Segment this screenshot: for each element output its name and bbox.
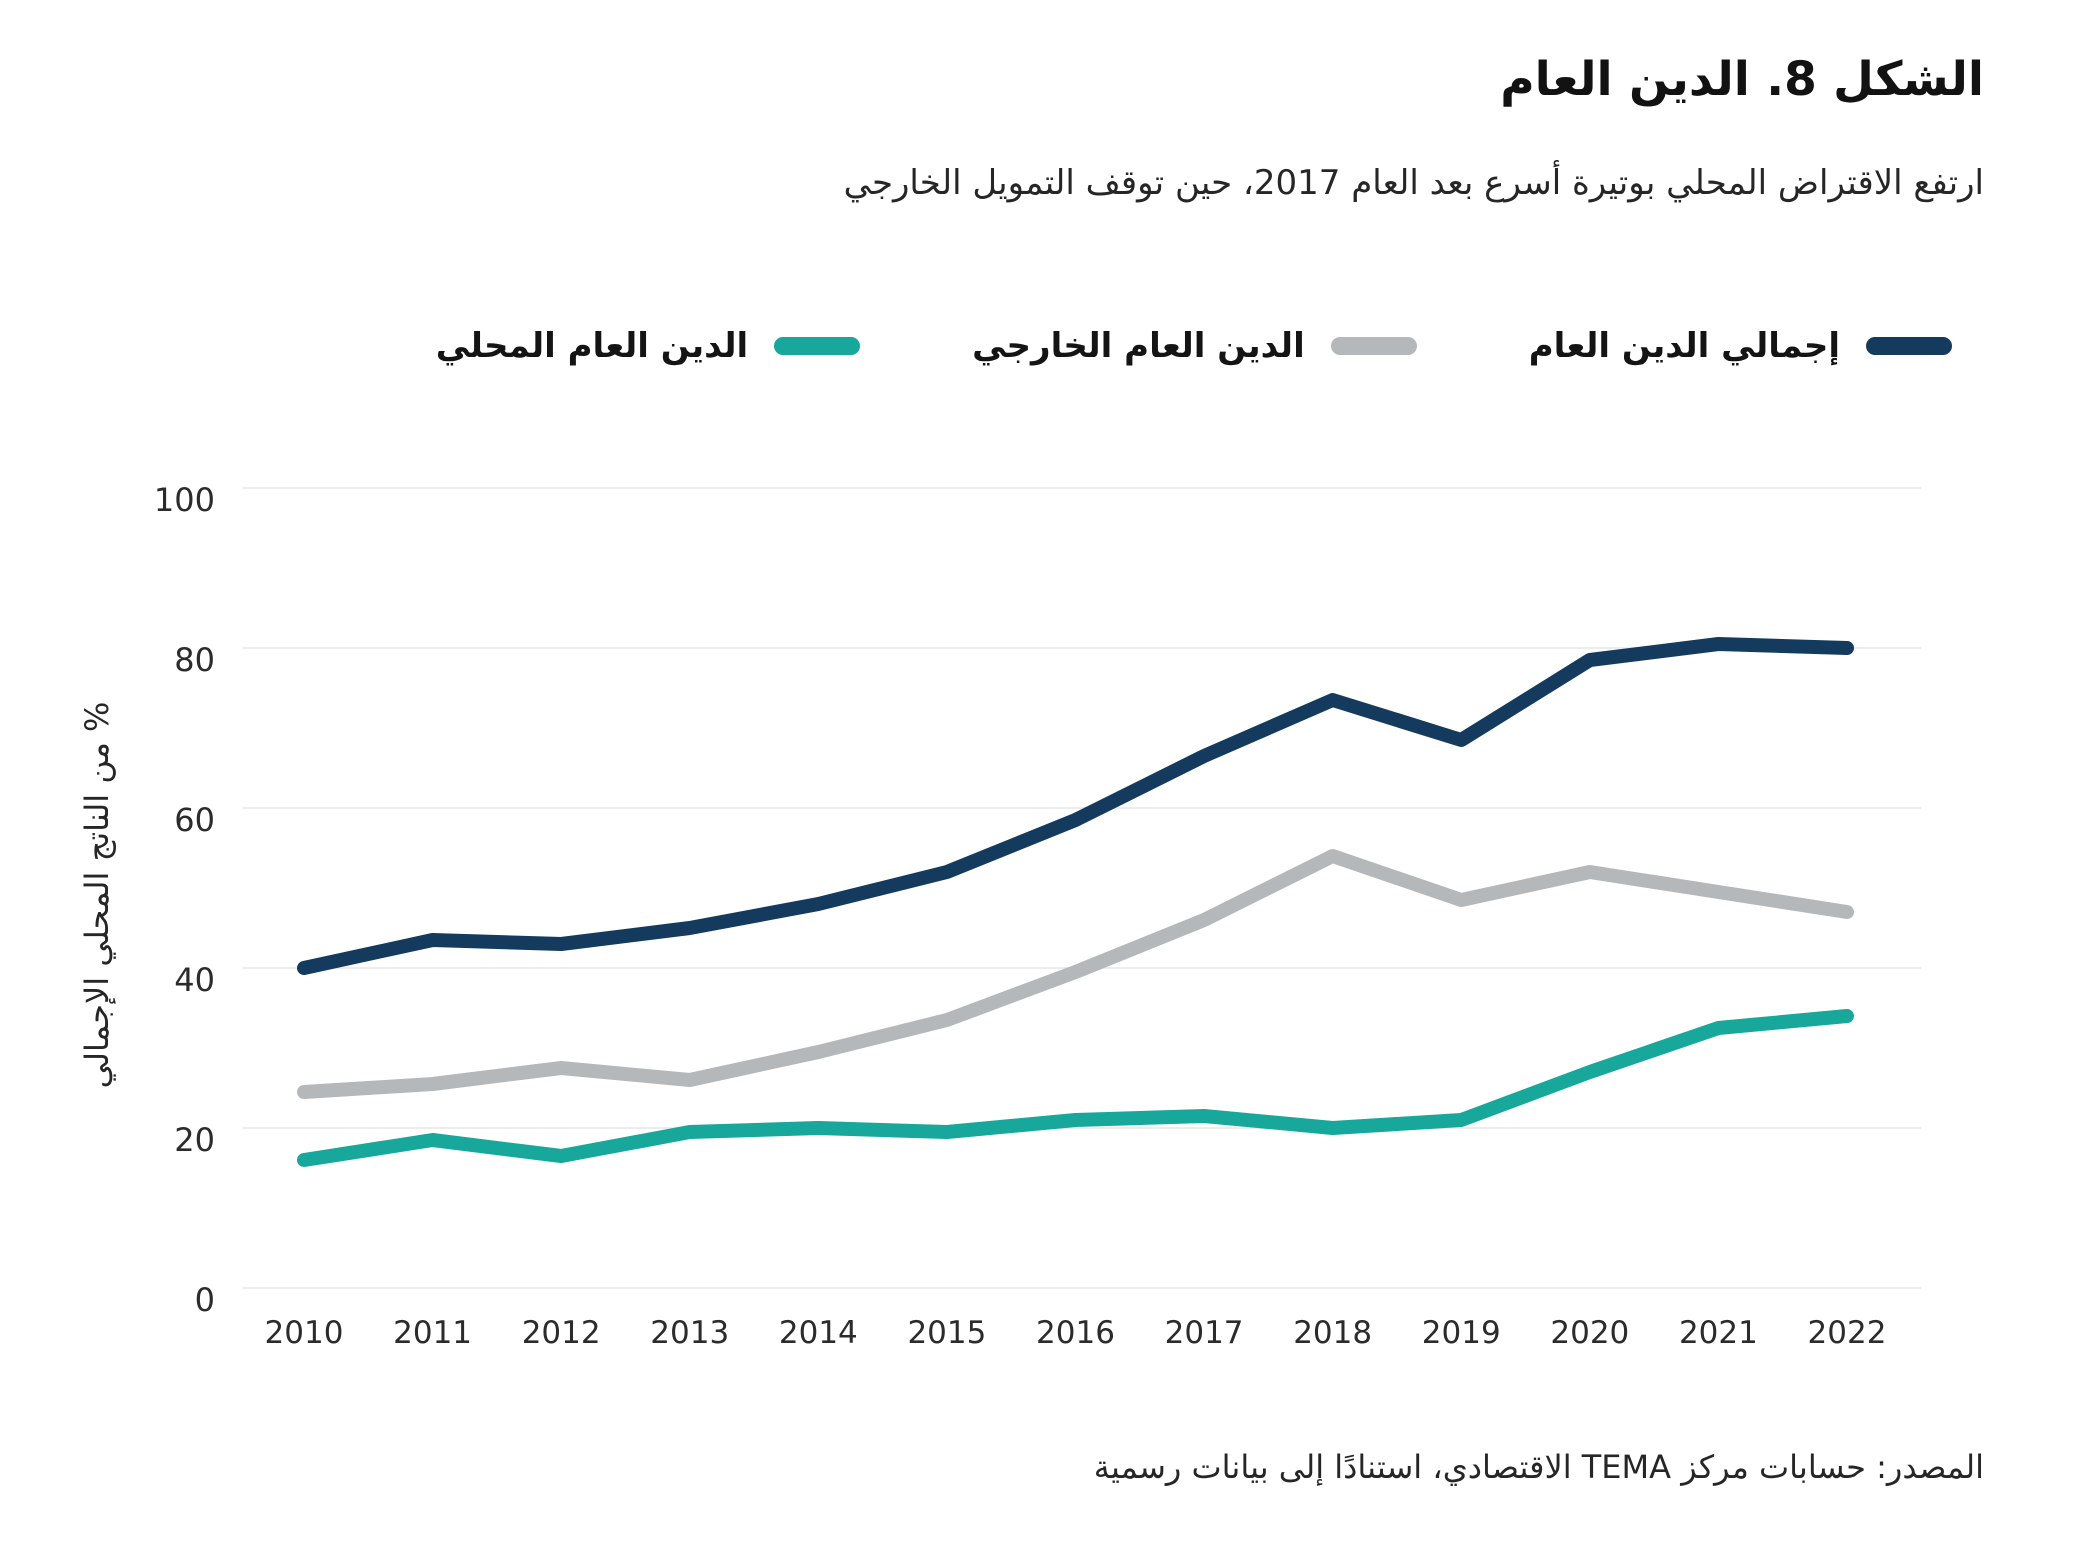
y-tick-label: 60 (174, 801, 215, 839)
x-tick-label: 2017 (1164, 1315, 1244, 1351)
domestic-debt-swatch-icon (774, 337, 861, 355)
legend-item-total-debt: إجمالي الدين العام (1529, 326, 1952, 366)
x-tick-label: 2011 (393, 1315, 473, 1351)
legend-label-domestic-debt: الدين العام المحلي (435, 326, 749, 366)
x-tick-label: 2010 (264, 1315, 344, 1351)
x-tick-label: 2013 (650, 1315, 730, 1351)
legend-item-external-debt: الدين العام الخارجي (972, 326, 1417, 366)
x-tick-label: 2018 (1293, 1315, 1373, 1351)
x-tick-label: 2014 (778, 1315, 858, 1351)
x-tick-label: 2022 (1807, 1315, 1887, 1351)
y-tick-label: 40 (174, 961, 215, 999)
x-tick-label: 2020 (1550, 1315, 1630, 1351)
series-line (297, 637, 1854, 975)
external-debt-swatch-icon (1330, 337, 1417, 355)
x-tick-label: 2019 (1421, 1315, 1501, 1351)
legend-label-external-debt: الدين العام الخارجي (972, 326, 1305, 366)
x-tick-label: 2021 (1678, 1315, 1758, 1351)
y-axis-title: % من الناتج المحلي الإجمالي (78, 701, 116, 1089)
legend-label-total-debt: إجمالي الدين العام (1528, 326, 1840, 366)
y-tick-label: 20 (174, 1121, 215, 1159)
series-line (297, 849, 1854, 1099)
y-tick-label: 80 (174, 641, 215, 679)
chart-legend: إجمالي الدين العام الدين العام الخارجي ا… (436, 326, 1952, 366)
figure-title: الشكل 8. الدين العام (1500, 52, 1984, 107)
y-tick-label: 0 (194, 1281, 215, 1319)
x-tick-label: 2016 (1036, 1315, 1115, 1351)
series-line (297, 1009, 1854, 1167)
x-tick-label: 2012 (521, 1315, 601, 1351)
figure-subtitle: ارتفع الاقتراض المحلي بوتيرة أسرع بعد ال… (843, 163, 1984, 203)
figure-source: المصدر: حسابات مركز TEMA الاقتصادي، استن… (1093, 1448, 1984, 1486)
x-tick-label: 2015 (907, 1315, 987, 1351)
y-tick-label: 100 (153, 481, 215, 519)
legend-item-domestic-debt: الدين العام المحلي (435, 326, 861, 366)
total-debt-swatch-icon (1866, 337, 1952, 355)
